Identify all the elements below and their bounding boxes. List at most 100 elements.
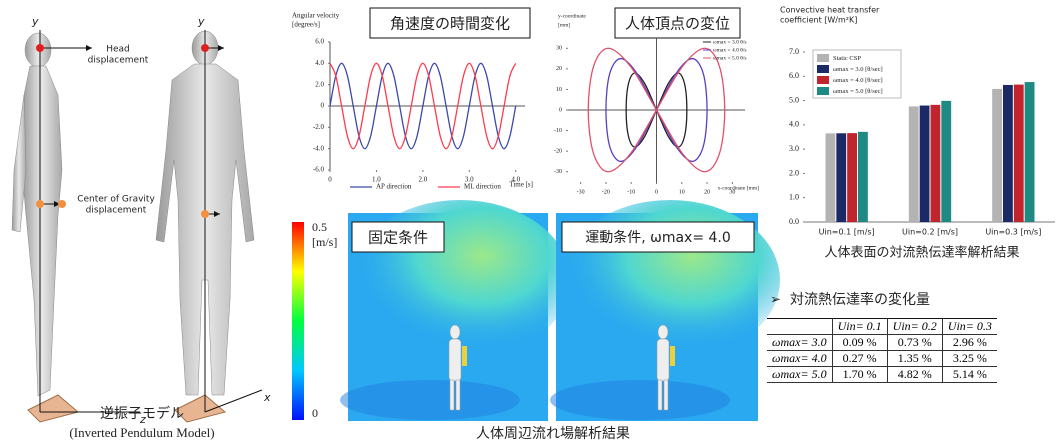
- axis-label: y: [31, 15, 39, 28]
- table-cell: ωmax= 4.0: [767, 351, 832, 367]
- bullet: ➢: [770, 293, 781, 308]
- table-cell: 0.27 %: [832, 351, 887, 367]
- bar: [1003, 85, 1013, 222]
- chart-title: Convective heat transfer: [780, 6, 880, 15]
- bar: [826, 133, 836, 222]
- table-cell: Uin= 0.3: [942, 319, 997, 335]
- cog-point: [58, 200, 66, 208]
- legend-swatch: [817, 65, 829, 73]
- bar: [931, 105, 941, 222]
- cog-point: [201, 210, 209, 218]
- y-tick-label: 20: [556, 66, 562, 72]
- colorbar-label: [m/s]: [312, 235, 337, 249]
- y-tick-label: 0: [321, 102, 325, 110]
- legend-label: ωmax = 5.0 [θ/sec]: [833, 88, 883, 95]
- y-tick-label: 6.0: [315, 38, 324, 46]
- x-tick-label: 2.0: [418, 176, 427, 184]
- bar: [920, 106, 930, 222]
- axis-label: x: [263, 391, 271, 404]
- table-cell: 1.35 %: [887, 351, 942, 367]
- legend-label: ωmax = 3.0 θ/s: [713, 39, 747, 45]
- bar: [1025, 82, 1035, 222]
- table-title: 対流熱伝達率の変化量: [790, 291, 930, 308]
- colorbar-label: 0: [312, 406, 318, 420]
- bar: [941, 101, 951, 222]
- y-tick-label: -2.0: [313, 123, 325, 131]
- cog-label: displacement: [86, 206, 147, 216]
- y-axis-label: [degree/s]: [292, 21, 320, 29]
- bar: [836, 133, 846, 222]
- table: Uin= 0.1Uin= 0.2Uin= 0.3 ωmax= 3.00.09 %0…: [767, 318, 997, 383]
- table-cell: Uin= 0.2: [887, 319, 942, 335]
- y-tick-label: 3.0: [789, 144, 799, 153]
- y-tick-label: 2.0: [789, 168, 799, 177]
- x-tick-label: 0: [655, 189, 658, 195]
- panel-label: 固定条件: [368, 229, 428, 247]
- legend-swatch: [817, 54, 829, 62]
- legend-label: ωmax = 3.0 [θ/sec]: [833, 66, 883, 73]
- cog-point: [36, 200, 44, 208]
- head-label: Head: [106, 45, 130, 55]
- chart-title: 角速度の時間変化: [390, 15, 510, 33]
- legend-label: ωmax = 5.0 θ/s: [713, 55, 747, 61]
- x-tick-label: -20: [602, 189, 610, 195]
- legend-label: Static CSP: [833, 55, 861, 62]
- x-tick-label: 0: [328, 176, 332, 184]
- y-tick-label: -20: [554, 149, 562, 155]
- axis-label: y: [197, 15, 205, 28]
- x-tick-label: 10: [679, 189, 685, 195]
- caption: 人体周辺流れ場解析結果: [476, 426, 630, 442]
- legend-label: ωmax = 4.0 θ/s: [713, 47, 747, 53]
- table-cell: 2.96 %: [942, 335, 997, 351]
- y-tick-label: -10: [554, 128, 562, 134]
- y-axis-label: [mm]: [558, 22, 570, 28]
- x-tick-label: -30: [577, 189, 585, 195]
- colorbar-label: 0.5: [312, 220, 327, 234]
- table-cell: 0.09 %: [832, 335, 887, 351]
- bar: [909, 106, 919, 222]
- y-axis-label: Angular velocity: [292, 12, 340, 20]
- x-axis-label: Time [s]: [509, 181, 533, 189]
- bar: [847, 133, 857, 222]
- table-cell: Uin= 0.1: [832, 319, 887, 335]
- y-tick-label: 1.0: [789, 193, 799, 202]
- bar: [858, 132, 868, 222]
- human-side: [12, 33, 62, 396]
- caption: (Inverted Pendulum Model): [69, 425, 214, 440]
- y-tick-label: 0: [559, 107, 562, 113]
- x-tick-label: Uin=0.3 [m/s]: [985, 228, 1041, 237]
- caption: 人体表面の対流熱伝達率解析結果: [824, 245, 1019, 261]
- flow-field: 0.5 [m/s] 0 固定条件 運動条件, ωmax= 4.0 人体周辺流れ場…: [292, 200, 780, 442]
- y-tick-label: -30: [554, 169, 562, 175]
- y-tick-label: 10: [556, 87, 562, 93]
- legend-label: ωmax = 4.0 [θ/sec]: [833, 77, 883, 84]
- y-tick-label: 4.0: [315, 59, 324, 67]
- y-axis-label: y-coordinate: [558, 13, 586, 19]
- bar: [1014, 85, 1024, 222]
- y-tick-label: 0.0: [789, 217, 799, 226]
- y-tick-label: 5.0: [789, 95, 799, 104]
- head-point: [201, 44, 209, 52]
- legend-swatch: [817, 87, 829, 95]
- legend-label: ML direction: [464, 183, 501, 191]
- x-axis-label: x-coordinate [mm]: [718, 185, 760, 191]
- panel-label: 運動条件, ωmax= 4.0: [585, 229, 731, 246]
- y-tick-label: 30: [556, 46, 562, 52]
- table-cell: 5.14 %: [942, 367, 997, 383]
- y-tick-label: 6.0: [789, 71, 799, 80]
- table-cell: ωmax= 3.0: [767, 335, 832, 351]
- cog-label: Center of Gravity: [77, 195, 155, 205]
- y-tick-label: 2.0: [315, 80, 324, 88]
- base: [28, 395, 78, 422]
- table-cell: 1.70 %: [832, 367, 887, 383]
- y-tick-label: -6.0: [313, 166, 325, 174]
- legend-label: AP direction: [376, 183, 412, 191]
- table-cell: [767, 319, 832, 335]
- x-tick-label: Uin=0.2 [m/s]: [902, 228, 958, 237]
- table-cell: 0.73 %: [887, 335, 942, 351]
- legend-swatch: [817, 76, 829, 84]
- chart-title: 人体頂点の変位: [625, 15, 730, 33]
- pendulum-model: y z y x Head displacement Center of Grav…: [12, 15, 271, 440]
- table-cell: 3.25 %: [942, 351, 997, 367]
- caption: 逆振子モデル: [100, 405, 184, 422]
